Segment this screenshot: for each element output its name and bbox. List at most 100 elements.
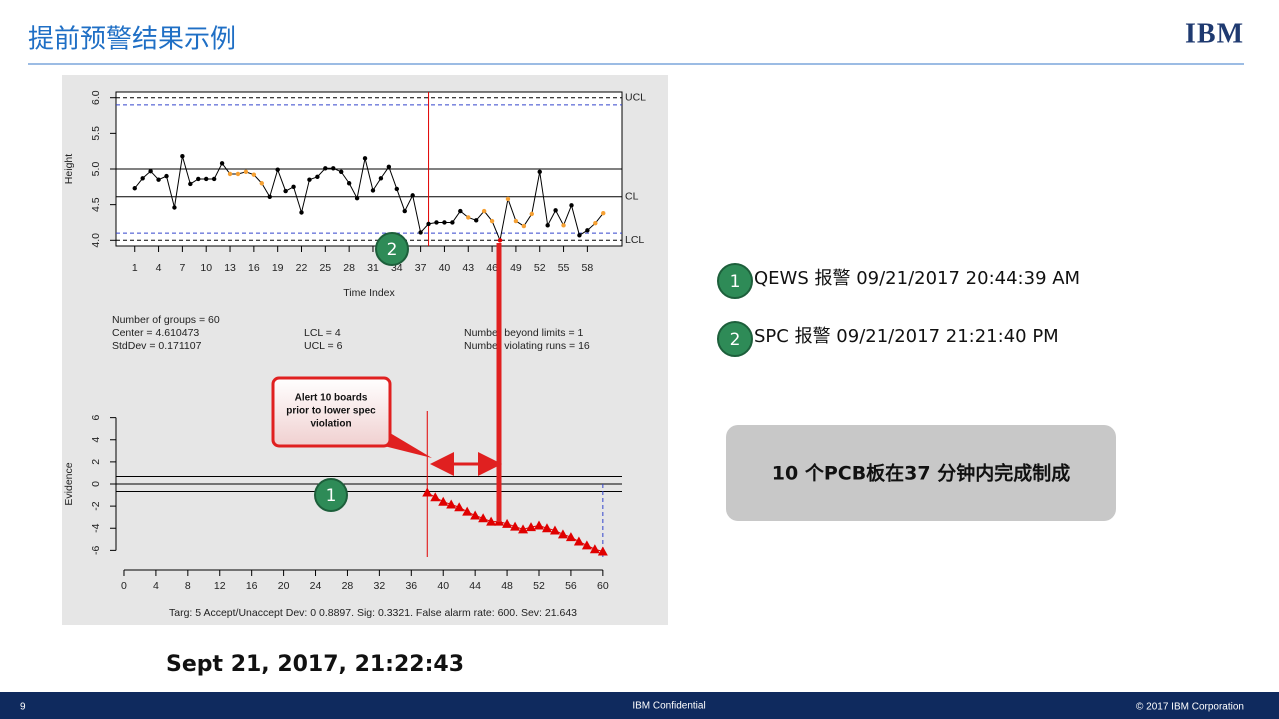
data-point bbox=[518, 524, 529, 534]
x-tick-label: 36 bbox=[405, 580, 417, 592]
footer-center: IBM Confidential bbox=[632, 701, 705, 712]
data-point bbox=[541, 523, 552, 533]
badge-label: 2 bbox=[387, 240, 398, 260]
y-axis-title: Height bbox=[63, 154, 75, 184]
stat-text: Center = 4.610473 bbox=[112, 327, 199, 339]
stat-text: UCL = 6 bbox=[304, 340, 343, 352]
data-point bbox=[188, 181, 193, 187]
x-tick-label: 19 bbox=[272, 262, 284, 274]
data-point bbox=[172, 205, 177, 210]
x-tick-label: 31 bbox=[367, 262, 379, 274]
data-point bbox=[227, 171, 233, 177]
stat-text: Number of groups = 60 bbox=[112, 314, 220, 326]
data-point bbox=[526, 522, 537, 532]
y-tick-label: 4.5 bbox=[90, 197, 102, 212]
data-point bbox=[565, 532, 576, 542]
x-tick-label: 12 bbox=[214, 580, 226, 592]
data-point bbox=[513, 218, 519, 224]
x-axis-title: Time Index bbox=[343, 287, 395, 299]
x-tick-label: 10 bbox=[200, 262, 212, 274]
data-point bbox=[442, 220, 447, 225]
stat-text: Number beyond limits = 1 bbox=[464, 327, 584, 339]
chart-caption: Targ: 5 Accept/Unaccept Dev: 0 0.8897. S… bbox=[169, 607, 577, 619]
data-point bbox=[489, 218, 495, 224]
x-tick-label: 4 bbox=[156, 262, 162, 274]
data-point bbox=[529, 211, 534, 217]
alert-text: SPC 报警 09/21/2017 21:21:40 PM bbox=[754, 326, 1059, 347]
data-point bbox=[426, 221, 431, 227]
callout-box bbox=[271, 376, 392, 448]
y-tick-label: 5.0 bbox=[90, 162, 102, 177]
data-point bbox=[410, 193, 415, 198]
data-point bbox=[362, 156, 368, 161]
data-point bbox=[601, 211, 606, 216]
data-point bbox=[450, 220, 455, 225]
data-point bbox=[402, 208, 407, 214]
callout-text: Alert 10 boards bbox=[295, 393, 368, 404]
data-point bbox=[446, 499, 457, 509]
data-point bbox=[354, 196, 360, 201]
badge-label: 1 bbox=[730, 272, 741, 292]
y-tick-label: 4.0 bbox=[90, 233, 102, 248]
data-point bbox=[434, 220, 439, 225]
x-tick-label: 44 bbox=[469, 580, 481, 592]
x-tick-label: 43 bbox=[462, 262, 474, 274]
summary-text: 10 个PCB板在37 分钟内完成制成 bbox=[772, 462, 1070, 485]
x-tick-label: 60 bbox=[597, 580, 609, 592]
stat-text: Number violating runs = 16 bbox=[464, 340, 590, 352]
data-point bbox=[549, 525, 560, 535]
data-point bbox=[211, 176, 217, 182]
x-tick-label: 25 bbox=[319, 262, 331, 274]
data-point bbox=[331, 166, 336, 171]
data-point bbox=[378, 176, 384, 181]
summary-box bbox=[726, 425, 1116, 521]
stat-text: LCL = 4 bbox=[304, 327, 341, 339]
data-point bbox=[196, 176, 201, 182]
data-point bbox=[573, 536, 584, 546]
data-point bbox=[561, 223, 566, 228]
x-tick-label: 0 bbox=[121, 580, 127, 592]
data-point bbox=[219, 161, 225, 166]
logo: IBM bbox=[1185, 18, 1244, 49]
x-tick-label: 28 bbox=[343, 262, 355, 274]
x-tick-label: 28 bbox=[342, 580, 354, 592]
alert-text: QEWS 报警 09/21/2017 20:44:39 AM bbox=[754, 268, 1080, 289]
data-point bbox=[593, 220, 598, 226]
y-tick-label: 6.0 bbox=[90, 90, 102, 105]
y-tick-label: 5.5 bbox=[90, 126, 102, 141]
data-point bbox=[438, 496, 449, 506]
data-point bbox=[291, 184, 296, 190]
y-tick-label: 4 bbox=[90, 437, 102, 443]
data-point bbox=[557, 529, 568, 539]
x-tick-label: 49 bbox=[510, 262, 522, 274]
data-point bbox=[180, 153, 185, 159]
x-tick-label: 48 bbox=[501, 580, 513, 592]
x-tick-label: 24 bbox=[310, 580, 322, 592]
y-tick-label: 2 bbox=[90, 459, 102, 465]
callout-text: violation bbox=[310, 419, 351, 430]
copyright: © 2017 IBM Corporation bbox=[1136, 702, 1244, 713]
callout-text: prior to lower spec bbox=[286, 406, 376, 417]
x-tick-label: 32 bbox=[374, 580, 386, 592]
badge bbox=[314, 478, 348, 512]
data-point bbox=[462, 506, 473, 516]
data-point bbox=[140, 176, 145, 181]
x-tick-label: 1 bbox=[132, 262, 138, 274]
x-tick-label: 52 bbox=[533, 580, 545, 592]
data-point bbox=[497, 238, 503, 243]
y-tick-label: 6 bbox=[90, 415, 102, 421]
slide-title: 提前预警结果示例 bbox=[28, 25, 236, 55]
data-point bbox=[299, 210, 304, 215]
timestamp: Sept 21, 2017, 21:22:43 bbox=[166, 652, 464, 677]
data-point bbox=[259, 181, 264, 186]
data-point bbox=[235, 171, 241, 177]
y-tick-label: -4 bbox=[90, 523, 102, 532]
data-point bbox=[569, 203, 574, 208]
data-point bbox=[251, 172, 257, 177]
x-tick-label: 58 bbox=[582, 262, 594, 274]
data-point bbox=[577, 233, 582, 238]
x-tick-label: 8 bbox=[185, 580, 191, 592]
data-point bbox=[148, 168, 153, 174]
data-point bbox=[418, 230, 423, 235]
